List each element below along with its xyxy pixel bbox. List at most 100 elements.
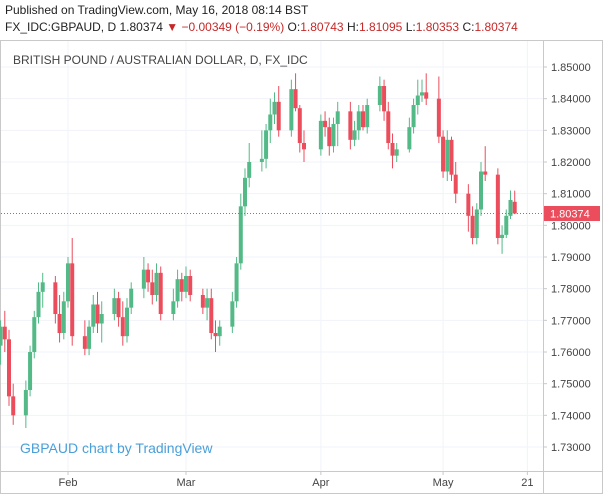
candle-body: [424, 92, 429, 99]
candle: [411, 98, 416, 134]
symbol-label: FX_IDC:GBPAUD, D: [5, 20, 117, 34]
candle: [0, 320, 3, 365]
last-price-tag: [544, 205, 600, 221]
candle: [184, 266, 188, 299]
close-value: 1.80374: [474, 20, 518, 34]
candle-body: [495, 174, 500, 238]
high-label: H:: [346, 20, 359, 34]
low-value: 1.80353: [415, 20, 460, 34]
candle: [7, 329, 11, 406]
candle: [495, 168, 500, 245]
candle-body: [23, 390, 28, 416]
high-value: 1.81095: [358, 20, 403, 34]
candle: [483, 146, 488, 181]
candle-body: [243, 177, 247, 207]
candle: [209, 288, 214, 340]
candle: [323, 111, 328, 137]
candle-body: [449, 139, 454, 175]
candle: [154, 263, 159, 302]
candle: [293, 73, 298, 112]
candle: [470, 206, 475, 245]
candle: [158, 266, 163, 321]
candle-body: [276, 101, 281, 131]
candle-body: [112, 298, 117, 314]
candle-body: [348, 111, 353, 140]
candle-body: [209, 298, 214, 333]
candle-body: [356, 111, 361, 131]
candle-body: [87, 326, 92, 349]
candle: [188, 269, 193, 302]
candle: [61, 291, 66, 340]
candle-body: [352, 130, 357, 140]
candle-body: [175, 279, 180, 302]
candle-body: [141, 269, 146, 289]
candle: [175, 269, 180, 308]
published-caption: Published on TradingView.com, May 16, 20…: [5, 3, 309, 17]
candle: [171, 288, 176, 321]
candle: [441, 130, 446, 178]
candle-body: [415, 95, 420, 105]
price-tick-label: 1.77000: [551, 315, 591, 327]
candle: [217, 320, 222, 346]
candle-body: [179, 279, 184, 292]
candle-body: [40, 282, 45, 292]
candle-body: [184, 276, 188, 292]
candle-body: [479, 171, 483, 210]
candle: [348, 101, 353, 150]
candle: [382, 79, 387, 121]
candle: [361, 105, 365, 131]
candle-body: [66, 263, 70, 302]
candle: [234, 257, 239, 308]
candle: [424, 73, 429, 105]
candle-body: [238, 206, 243, 264]
candle-body: [365, 105, 370, 128]
candle-body: [436, 98, 441, 137]
candle-body: [512, 201, 517, 214]
candle: [390, 133, 395, 169]
candle-body: [230, 301, 235, 327]
candle-body: [150, 282, 155, 295]
candle-body: [158, 272, 163, 314]
candle: [28, 345, 33, 397]
candle-body: [500, 234, 505, 238]
price-tick-label: 1.79000: [551, 252, 591, 264]
candle: [70, 238, 75, 346]
candle: [91, 295, 96, 333]
candle-body: [390, 143, 395, 156]
candle-body: [445, 139, 450, 172]
open-label: O:: [287, 20, 301, 34]
candle: [150, 269, 155, 305]
price-tick-label: 1.82000: [551, 157, 591, 169]
candle-body: [32, 317, 37, 352]
quote-line: FX_IDC:GBPAUD, D 1.80374 ▼ −0.00349 (−0.…: [5, 20, 518, 34]
candle-body: [508, 200, 513, 216]
candle: [179, 272, 184, 302]
candle-body: [327, 127, 332, 147]
candle: [120, 301, 125, 346]
candle-body: [53, 282, 58, 314]
candle: [95, 291, 100, 333]
candle-body: [188, 276, 193, 295]
candle-body: [28, 352, 33, 390]
price-axis: 1.85000 1.84000 1.83000 1.82000 1.81000 1.800…: [543, 62, 591, 454]
candle: [146, 263, 151, 292]
candle: [415, 79, 420, 115]
candle: [445, 130, 450, 181]
candle-body: [466, 193, 471, 216]
candlestick-chart[interactable]: 1.85000 1.84000 1.83000 1.82000 1.81000 1.800…: [0, 40, 603, 494]
candle-body: [70, 263, 75, 337]
time-tick-label: Mar: [177, 477, 196, 489]
time-tick-label: Apr: [312, 477, 329, 489]
price-tick-label: 1.85000: [551, 62, 591, 74]
candle-body: [377, 86, 382, 105]
low-label: L:: [405, 20, 416, 34]
price-tick-label: 1.81000: [551, 189, 591, 201]
chart-title: BRITISH POUND / AUSTRALIAN DOLLAR, D, FX…: [13, 53, 308, 67]
candle-body: [483, 171, 488, 175]
candle: [32, 310, 37, 359]
candle-body: [474, 209, 479, 238]
candle: [356, 105, 361, 140]
candle-body: [205, 298, 210, 308]
candle: [436, 76, 441, 143]
candle: [335, 101, 340, 147]
